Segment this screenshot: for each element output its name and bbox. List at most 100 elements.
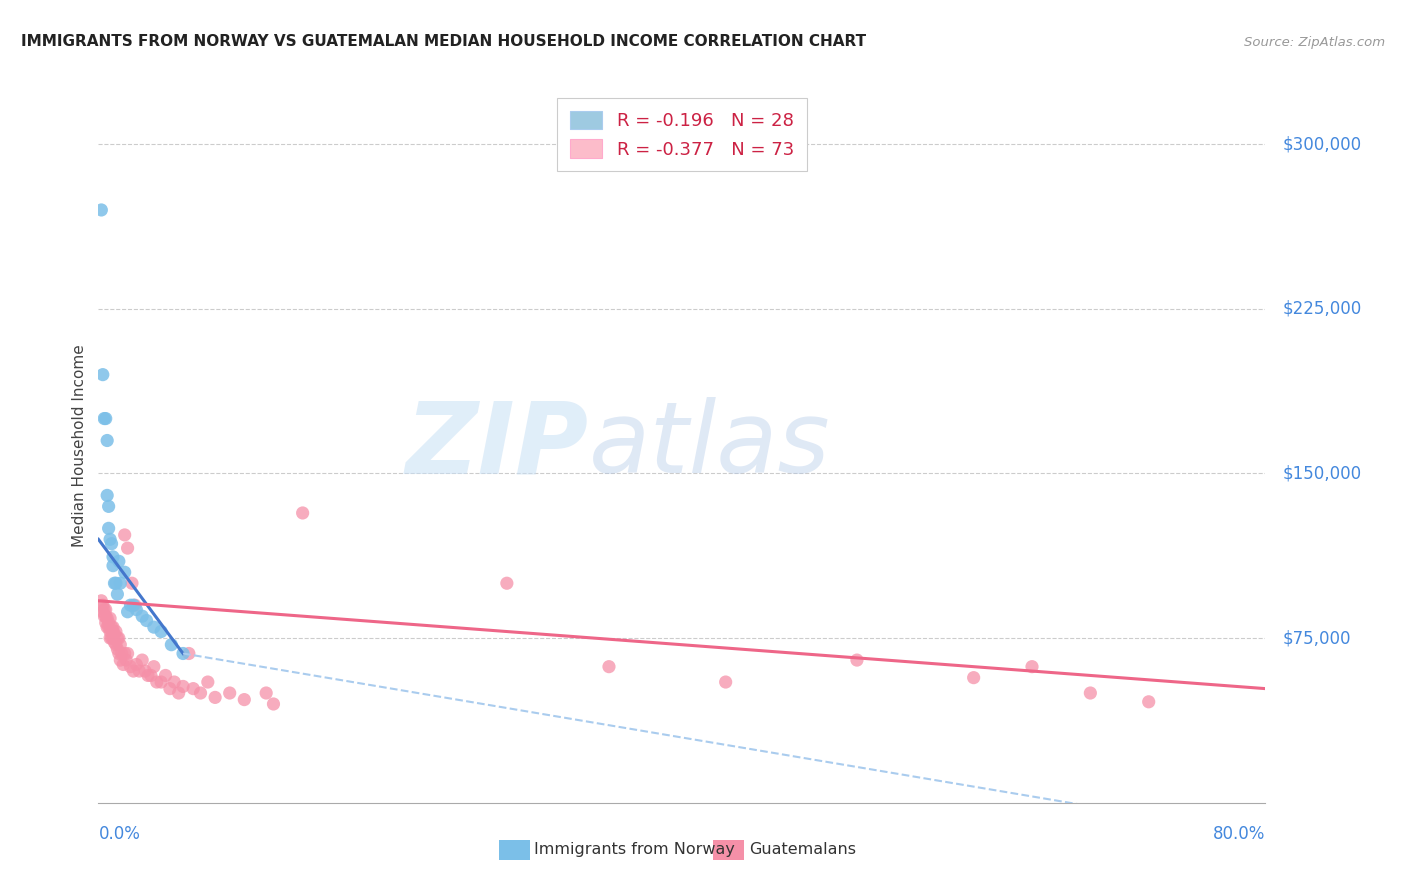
Point [111, 647, 134, 661]
Text: ZIP: ZIP [405, 398, 589, 494]
Point [233, 692, 256, 706]
Point [91, 605, 114, 619]
Point [114, 566, 136, 580]
Point [495, 576, 517, 591]
Point [163, 675, 186, 690]
Point [167, 686, 190, 700]
Point [131, 609, 153, 624]
Point [94, 602, 117, 616]
Point [254, 686, 277, 700]
Point [1137, 695, 1160, 709]
Text: Immigrants from Norway: Immigrants from Norway [534, 842, 735, 856]
Point [94, 615, 117, 630]
Point [117, 541, 139, 555]
Text: atlas: atlas [589, 398, 830, 494]
Point [136, 668, 159, 682]
Point [114, 647, 136, 661]
Point [121, 576, 143, 591]
Text: IMMIGRANTS FROM NORWAY VS GUATEMALAN MEDIAN HOUSEHOLD INCOME CORRELATION CHART: IMMIGRANTS FROM NORWAY VS GUATEMALAN MED… [21, 34, 866, 49]
Legend: R = -0.196   N = 28, R = -0.377   N = 73: R = -0.196 N = 28, R = -0.377 N = 73 [557, 98, 807, 171]
Point [98, 624, 121, 639]
Point [98, 611, 121, 625]
Point [262, 697, 284, 711]
Point [94, 411, 117, 425]
Point [98, 533, 121, 547]
Point [155, 668, 177, 682]
Point [598, 659, 620, 673]
Point [103, 626, 125, 640]
Point [96, 434, 118, 448]
Text: $75,000: $75,000 [1282, 629, 1351, 647]
Point [714, 675, 737, 690]
Point [90, 594, 112, 608]
Point [159, 681, 181, 696]
Point [110, 653, 132, 667]
Point [172, 680, 194, 694]
Point [181, 681, 204, 696]
Point [105, 631, 128, 645]
Point [124, 598, 146, 612]
Point [108, 647, 131, 661]
Point [117, 605, 139, 619]
Point [100, 537, 122, 551]
Point [97, 620, 120, 634]
Point [104, 624, 127, 639]
Point [160, 638, 183, 652]
Point [120, 598, 142, 612]
Point [204, 690, 226, 705]
Point [1021, 659, 1043, 673]
Point [97, 500, 120, 514]
Point [103, 635, 125, 649]
Point [142, 659, 165, 673]
Point [91, 368, 114, 382]
Point [197, 675, 219, 690]
Point [845, 653, 868, 667]
Text: $150,000: $150,000 [1282, 465, 1361, 483]
Point [94, 609, 117, 624]
Point [134, 664, 156, 678]
Point [115, 653, 138, 667]
Point [135, 614, 157, 628]
Point [93, 609, 115, 624]
Point [96, 611, 118, 625]
Point [128, 664, 150, 678]
Point [101, 558, 124, 573]
Point [962, 671, 984, 685]
Point [90, 202, 112, 217]
Text: $300,000: $300,000 [1282, 135, 1361, 153]
Point [122, 598, 145, 612]
Point [142, 620, 165, 634]
Point [93, 411, 115, 425]
Point [131, 653, 153, 667]
Point [291, 506, 314, 520]
Point [96, 488, 118, 502]
Point [104, 576, 127, 591]
Y-axis label: Median Household Income: Median Household Income [72, 344, 87, 548]
Point [104, 638, 127, 652]
Text: $225,000: $225,000 [1282, 300, 1361, 318]
Point [93, 602, 115, 616]
Point [101, 624, 124, 639]
Point [108, 631, 131, 645]
Point [150, 624, 173, 639]
Point [101, 549, 124, 564]
Point [108, 554, 131, 568]
Text: 0.0%: 0.0% [98, 825, 141, 843]
Point [98, 631, 121, 645]
Point [110, 638, 132, 652]
Point [91, 598, 114, 612]
Point [100, 620, 122, 634]
Point [101, 620, 124, 634]
Point [112, 657, 135, 672]
Point [97, 615, 120, 630]
Text: 80.0%: 80.0% [1213, 825, 1265, 843]
Point [114, 528, 136, 542]
Point [218, 686, 240, 700]
Point [146, 675, 169, 690]
Text: Guatemalans: Guatemalans [749, 842, 856, 856]
Point [100, 631, 122, 645]
Point [122, 664, 145, 678]
Point [125, 657, 148, 672]
Point [190, 686, 212, 700]
Point [172, 647, 194, 661]
